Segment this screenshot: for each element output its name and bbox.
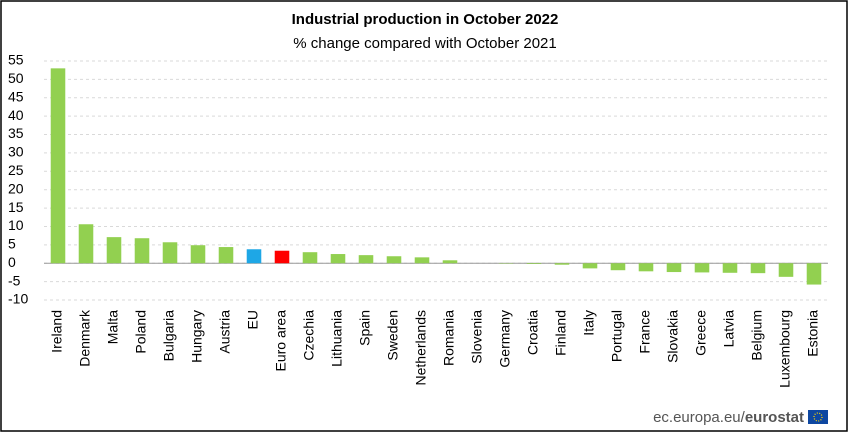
plot: -10 -5 0 5 10 15 20 25 30 35 40 45 50 55 Ireland Denmar… [8,52,828,388]
y-tick-label: 40 [8,107,24,123]
x-tick-label: Romania [441,310,457,366]
x-tick-label: Slovakia [665,310,681,363]
bar [778,263,794,277]
x-tick-label: Netherlands [413,310,429,386]
bar [106,237,122,264]
bar [190,245,206,264]
bar [274,250,290,264]
bar [750,263,766,274]
y-tick-label: -10 [8,291,28,307]
bar [638,263,654,272]
bar [610,263,626,271]
y-tick-label: 0 [8,254,16,270]
x-tick-label: Spain [357,310,373,346]
x-tick-label: Bulgaria [161,310,177,362]
x-tick-label: Denmark [77,309,93,367]
x-tick-label: Czechia [301,310,317,361]
y-tick-label: 15 [8,199,24,215]
bar [526,263,542,264]
x-tick-label: Latvia [721,310,737,348]
x-tick-label: Malta [105,310,121,344]
x-tick-label: Finland [553,310,569,356]
x-tick-label: Italy [581,310,597,336]
y-tick-label: 55 [8,52,24,68]
bar [358,255,374,264]
x-tick-label: Estonia [805,310,821,357]
bar [694,263,710,273]
y-tick-label: 20 [8,180,24,196]
y-tick-label: 25 [8,162,24,178]
bar [162,242,178,264]
x-tick-label: Luxembourg [777,310,793,388]
x-tick-label: Slovenia [469,310,485,364]
bar [246,249,262,264]
chart-subtitle: % change compared with October 2021 [293,35,557,52]
source-brand: eurostat [745,409,804,426]
chart-title: Industrial production in October 2022 [292,11,559,28]
eu-stars [813,412,823,422]
bar [666,263,682,273]
x-tick-label: Greece [693,310,709,356]
x-tick-label: Austria [217,310,233,354]
x-tick-label: Belgium [749,310,765,361]
x-tick-label: Poland [133,310,149,354]
y-tick-label: -5 [8,272,21,288]
y-tick-label: 30 [8,144,24,160]
x-tick-label: Lithuania [329,310,345,367]
bar [330,254,346,264]
bar [78,224,94,264]
x-tick-label: Sweden [385,310,401,361]
x-tick-label: Hungary [189,310,205,363]
y-tick-label: 35 [8,125,24,141]
bar [582,263,598,269]
bar [50,68,66,264]
x-tick-label: Portugal [609,310,625,362]
eu-flag [808,410,828,424]
x-tick-label: Germany [497,310,513,368]
source-site: ec.europa.eu/ [653,409,746,426]
bar [806,263,822,285]
bar [554,263,570,265]
bar [722,263,738,273]
bar [386,256,402,264]
source: ec.europa.eu/eurostat [653,409,804,426]
y-tick-label: 50 [8,70,24,86]
x-tick-label: France [637,310,653,354]
bar [302,252,318,264]
x-tick-label: Euro area [273,310,289,372]
x-tick-label: Croatia [525,310,541,355]
bar [442,260,458,264]
y-tick-label: 45 [8,88,24,104]
bar [218,247,234,264]
y-tick-label: 10 [8,217,24,233]
x-tick-label: EU [245,310,261,329]
bar [414,257,430,264]
x-tick-label: Ireland [49,310,65,353]
y-tick-label: 5 [8,236,16,252]
bar [134,238,150,264]
